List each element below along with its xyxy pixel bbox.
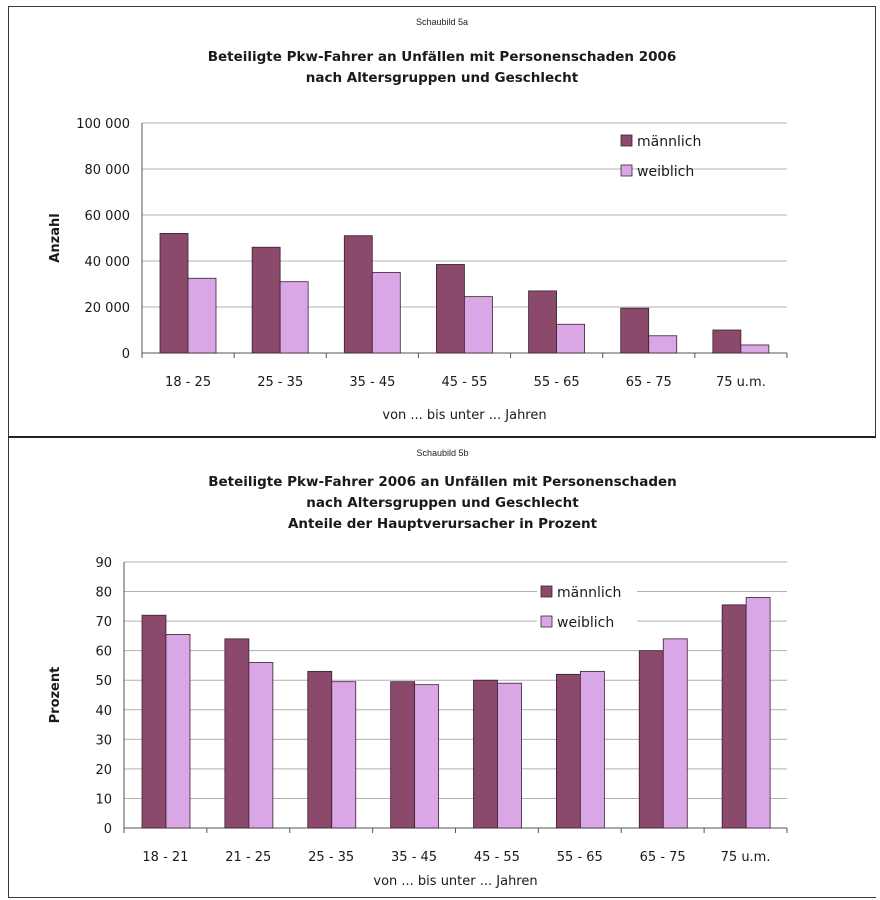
chart-5b-ytick-label: 70 [95, 615, 112, 630]
chart-5b-bar-maennlich [721, 604, 747, 829]
chart-5a-y-axis-label: Anzahl [48, 213, 63, 262]
chart-5b-ytick-label: 60 [95, 645, 112, 660]
chart-5b-bar-weiblich [331, 681, 357, 829]
chart-5b-ytick-label: 50 [95, 674, 112, 689]
chart-5b-category-label: 35 - 45 [391, 850, 437, 865]
chart-5a-x-axis-label: von ... bis unter ... Jahren [382, 408, 546, 423]
chart-5b-category-label: 75 u.m. [721, 850, 771, 865]
chart-5a-ytick-label: 20 000 [85, 301, 131, 316]
chart-5a-bar-weiblich [371, 272, 401, 354]
chart-panel-5b: Schaubild 5b Beteiligte Pkw-Fahrer 2006 … [8, 438, 876, 898]
chart-5b-bar-weiblich [414, 684, 440, 829]
chart-5a-bar-maennlich [528, 290, 557, 354]
chart-5b-title-line-1: Beteiligte Pkw-Fahrer 2006 an Unfällen m… [208, 474, 677, 490]
chart-5b-category-label: 65 - 75 [640, 850, 686, 865]
chart-5a-ytick-label: 100 000 [76, 117, 130, 132]
chart-5a-legend-swatch-weiblich [620, 164, 633, 177]
chart-5a-ytick-label: 80 000 [85, 163, 131, 178]
chart-5a-bar-maennlich [343, 235, 373, 354]
chart-5a-bar-maennlich [159, 233, 189, 354]
chart-5a-ytick-label: 0 [122, 347, 130, 362]
chart-5b-bar-weiblich [165, 634, 191, 829]
chart-5b-legend-bg [537, 612, 637, 632]
chart-5b-legend-label-weiblich: weiblich [557, 615, 614, 631]
chart-5b-legend-label-maennlich: männlich [557, 585, 621, 601]
chart-5b-bar-weiblich [497, 682, 522, 829]
chart-5a-title: Beteiligte Pkw-Fahrer an Unfällen mit Pe… [9, 47, 875, 89]
chart-5b-category-label: 18 - 21 [142, 850, 188, 865]
chart-5b-category-label: 21 - 25 [225, 850, 271, 865]
chart-5b-x-axis-label: von ... bis unter ... Jahren [373, 874, 537, 889]
chart-5b-category-label: 25 - 35 [308, 850, 354, 865]
chart-5b-bar-weiblich [248, 662, 274, 829]
chart-5b-ytick-label: 90 [95, 556, 112, 571]
chart-5b-ytick-label: 40 [95, 704, 112, 719]
chart-5b-bar-maennlich [141, 614, 167, 829]
chart-5a-ytick-label: 40 000 [85, 255, 131, 270]
chart-panel-5a: Schaubild 5a Beteiligte Pkw-Fahrer an Un… [8, 6, 876, 438]
chart-5a-title-line-2: nach Altersgruppen und Geschlecht [305, 70, 579, 86]
chart-5a-category-label: 35 - 45 [349, 375, 395, 390]
chart-5a-ytick-label: 60 000 [85, 209, 131, 224]
chart-5b-bar-weiblich [745, 597, 771, 829]
chart-5b-bar-maennlich [390, 681, 416, 829]
chart-5a-category-label: 18 - 25 [165, 375, 211, 390]
chart-5b-y-axis-label: Prozent [48, 667, 63, 724]
chart-5b-title: Beteiligte Pkw-Fahrer 2006 an Unfällen m… [9, 472, 876, 535]
chart-5a-title-line-1: Beteiligte Pkw-Fahrer an Unfällen mit Pe… [207, 49, 677, 65]
chart-5b-label: Schaubild 5b [416, 448, 469, 458]
chart-5b-legend-bg [537, 582, 637, 602]
chart-5a-legend-label-maennlich: männlich [637, 134, 701, 150]
chart-5a-bar-weiblich [187, 277, 217, 354]
chart-5a-plot: 0 20 000 40 000 60 000 80 000 100 000 18 - 25 2… [48, 117, 788, 423]
chart-5b-bar-maennlich [224, 638, 250, 829]
chart-5a-legend-label-weiblich: weiblich [637, 164, 694, 180]
chart-5b-ytick-label: 0 [104, 822, 112, 837]
chart-5a-category-label: 45 - 55 [441, 375, 487, 390]
chart-5b-legend-swatch-weiblich [540, 615, 553, 628]
chart-5a-bar-weiblich [740, 344, 770, 354]
chart-5b-bar-maennlich [638, 650, 664, 829]
chart-5b-legend-swatch-maennlich [540, 585, 553, 598]
chart-5b-ytick-label: 20 [95, 763, 112, 778]
chart-5b-title-line-2: nach Altersgruppen und Geschlecht [306, 495, 579, 511]
chart-5b-bar-maennlich [307, 670, 333, 829]
chart-5a-legend-swatch-maennlich [620, 134, 633, 147]
chart-5a-category-label: 75 u.m. [716, 375, 766, 390]
chart-5b-title-line-3: Anteile der Hauptverursacher in Prozent [287, 516, 598, 532]
chart-5a-bar-weiblich [279, 281, 309, 354]
chart-5a-bar-maennlich [251, 246, 281, 354]
chart-5b-category-label: 45 - 55 [474, 850, 520, 865]
chart-5a-category-label: 55 - 65 [534, 375, 580, 390]
chart-5b-ytick-label: 10 [95, 792, 112, 807]
chart-5a-label: Schaubild 5a [415, 17, 469, 27]
chart-5b-bar-weiblich [579, 670, 605, 829]
chart-5b-category-label: 55 - 65 [557, 850, 603, 865]
chart-5b-plot: 0 10 20 30 40 50 60 70 80 90 18 - 21 21 - 25 25 - 35… [48, 556, 788, 889]
chart-5a-bar-maennlich [436, 264, 465, 354]
chart-5a-bar-weiblich [556, 323, 585, 354]
chart-5b-bar-maennlich [473, 679, 498, 829]
chart-5a-bar-weiblich [464, 296, 493, 354]
chart-5a-category-label: 65 - 75 [626, 375, 672, 390]
chart-5a-bar-maennlich [620, 307, 650, 354]
chart-5b-ytick-label: 30 [95, 733, 112, 748]
chart-5a-category-label: 25 - 35 [257, 375, 303, 390]
chart-5b-bar-maennlich [555, 673, 581, 829]
chart-5a-bar-maennlich [712, 329, 742, 354]
chart-5b-ytick-label: 80 [95, 586, 112, 601]
chart-5a-bar-weiblich [648, 335, 678, 354]
chart-5b-bar-weiblich [662, 638, 688, 829]
